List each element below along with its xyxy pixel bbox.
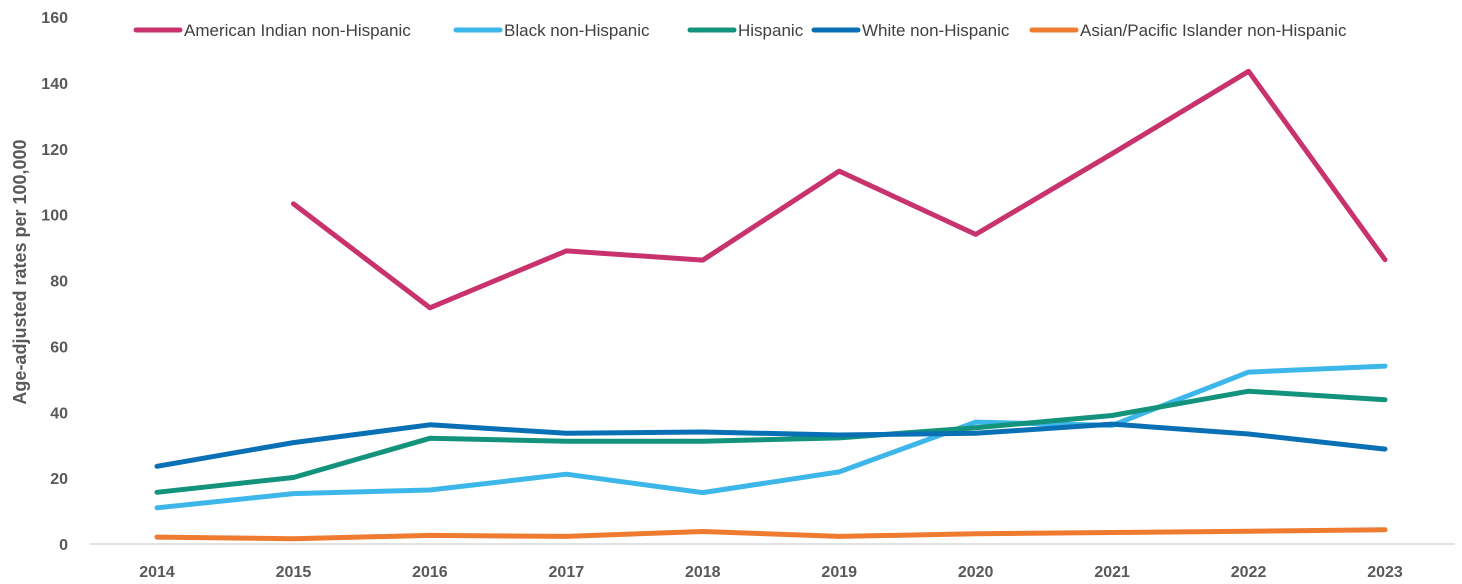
- x-tick-label: 2021: [1094, 564, 1130, 581]
- y-tick-label: 100: [41, 208, 68, 225]
- legend-label-hispanic: Hispanic: [738, 21, 804, 40]
- legend-label-american-indian-non-hispanic: American Indian non-Hispanic: [184, 21, 411, 40]
- y-tick-label: 140: [41, 76, 68, 93]
- x-axis-ticks: 2014 2015 2016 2017 2018 2019 2020 2021 2022 2023: [139, 564, 1403, 581]
- y-tick-label: 0: [59, 537, 68, 554]
- legend-label-black-non-hispanic: Black non-Hispanic: [504, 21, 650, 40]
- y-axis-ticks: 0 20 40 60 80 100 120 140 160: [41, 10, 68, 554]
- x-tick-label: 2023: [1367, 564, 1403, 581]
- legend-label-asian-pacific-islander-non-hispanic: Asian/Pacific Islander non-Hispanic: [1080, 21, 1347, 40]
- y-tick-label: 40: [50, 405, 68, 422]
- x-tick-label: 2016: [412, 564, 448, 581]
- legend: American Indian non-Hispanic Black non-Hi…: [133, 21, 1347, 40]
- series-lines: [154, 68, 1388, 542]
- series-line-hispanic: [154, 388, 1388, 495]
- x-tick-label: 2019: [821, 564, 857, 581]
- series-line-american-indian-non-hispanic: [290, 68, 1388, 311]
- x-tick-label: 2015: [276, 564, 312, 581]
- y-tick-label: 60: [50, 339, 68, 356]
- series-line-white-non-hispanic: [154, 421, 1388, 469]
- y-tick-label: 160: [41, 10, 68, 27]
- y-axis-title: Age-adjusted rates per 100,000: [10, 139, 30, 404]
- legend-label-white-non-hispanic: White non-Hispanic: [862, 21, 1010, 40]
- series-line-black-non-hispanic: [154, 363, 1388, 511]
- y-tick-label: 120: [41, 142, 68, 159]
- y-tick-label: 20: [50, 471, 68, 488]
- y-tick-label: 80: [50, 274, 68, 291]
- x-tick-label: 2022: [1231, 564, 1267, 581]
- x-tick-label: 2017: [549, 564, 585, 581]
- x-tick-label: 2014: [139, 564, 175, 581]
- x-tick-label: 2020: [958, 564, 994, 581]
- x-tick-label: 2018: [685, 564, 721, 581]
- series-line-asian-pacific-islander-non-hispanic: [154, 527, 1388, 542]
